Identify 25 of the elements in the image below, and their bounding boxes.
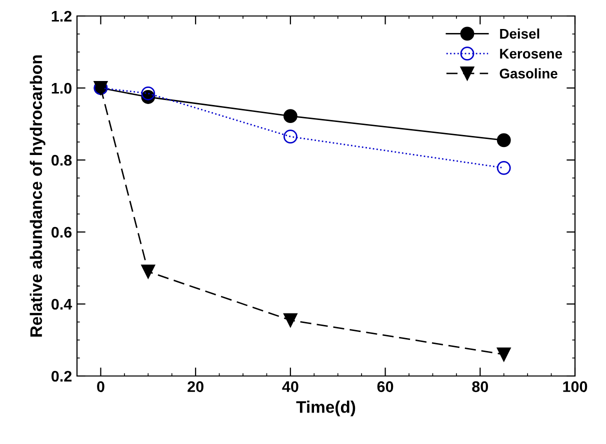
y-tick-label: 0.8 xyxy=(52,154,72,166)
point xyxy=(283,130,298,144)
point xyxy=(283,109,298,124)
y-tick-label: 0.2 xyxy=(52,370,72,382)
legend-label: Kerosene xyxy=(500,48,562,59)
point xyxy=(496,347,511,362)
x-tick-label: 20 xyxy=(188,381,204,392)
legend-label: Deisel xyxy=(500,28,540,39)
point xyxy=(141,86,156,100)
y-tick-label: 0.6 xyxy=(52,226,72,238)
point xyxy=(141,264,156,279)
y-tick-label: 1.0 xyxy=(52,82,72,94)
point xyxy=(283,313,298,328)
y-tick-label: 1.2 xyxy=(52,10,72,22)
x-tick-label: 100 xyxy=(563,381,588,392)
point xyxy=(496,160,511,175)
point xyxy=(496,133,511,148)
x-axis-title: Time(d) xyxy=(296,400,356,416)
x-tick-label: 60 xyxy=(377,381,394,392)
x-tick-label: 40 xyxy=(282,381,298,392)
legend-label: Gasoline xyxy=(500,68,558,78)
x-tick-label: 0 xyxy=(97,381,104,392)
x-tick-label: 80 xyxy=(472,381,488,392)
y-axis-title: Relative abundance of hydrocarbon xyxy=(30,55,46,337)
y-tick-label: 0.4 xyxy=(52,298,72,310)
